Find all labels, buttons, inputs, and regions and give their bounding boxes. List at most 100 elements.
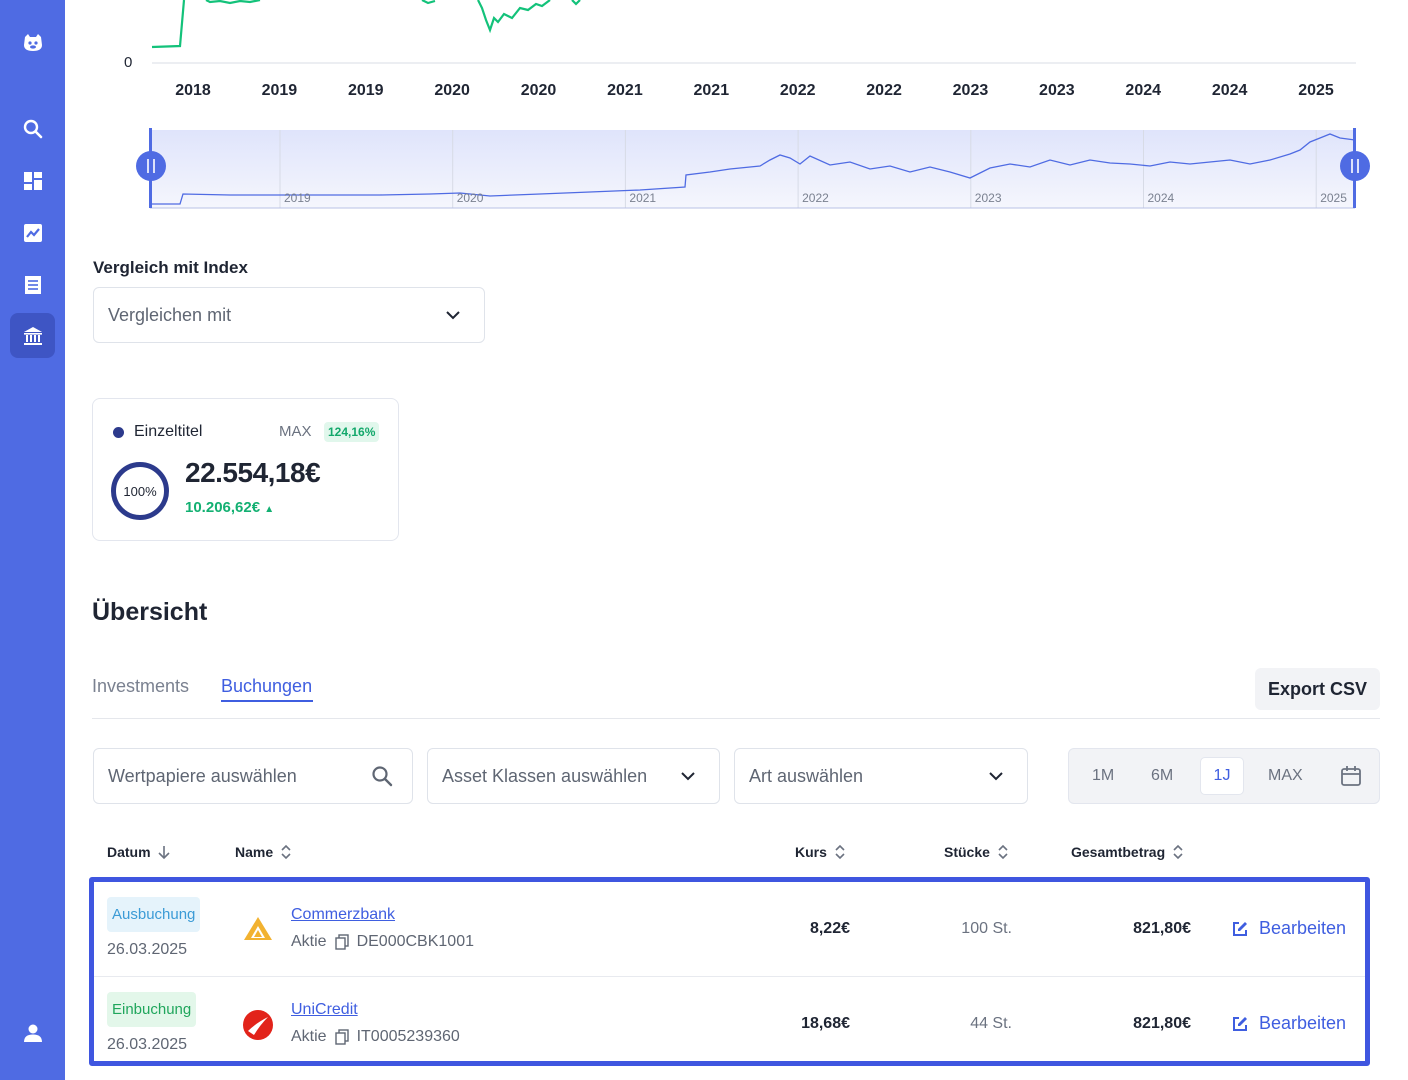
compare-placeholder: Vergleichen mit [108,304,232,325]
range-navigator[interactable]: 2019 2020 2021 2022 2023 2024 2025 [130,120,1380,215]
navigator-year-label: 2025 [1320,191,1347,205]
tabs-divider [92,718,1380,719]
x-axis-label: 2019 [348,82,384,99]
range-max[interactable]: MAX [1268,767,1303,784]
card-label: Einzeltitel [134,423,203,440]
row-price: 18,68€ [801,1015,850,1032]
securities-search-input[interactable]: Wertpapiere auswählen [93,748,413,804]
x-axis-label: 2020 [434,82,470,99]
sidebar [0,0,65,1080]
logo-icon[interactable] [10,20,55,65]
type-badge-in: Einbuchung [107,992,197,1027]
navigator-year-label: 2021 [629,191,656,205]
row-total: 821,80€ [1133,920,1191,937]
range-1j-label: 1J [1213,767,1231,784]
type-placeholder: Art auswählen [749,765,864,786]
sort-icon [1173,844,1183,860]
arrow-up-icon: ▲ [264,504,275,515]
range-1m[interactable]: 1M [1092,767,1115,784]
row-total: 821,80€ [1133,1015,1191,1032]
user-icon[interactable] [10,1010,55,1055]
x-axis-label: 2020 [521,82,557,99]
copy-icon[interactable] [334,934,349,950]
copy-icon[interactable] [334,1029,349,1045]
asset-class-placeholder: Asset Klassen auswählen [442,765,648,786]
commerzbank-logo-icon [244,917,272,940]
page-title: Übersicht [92,598,208,626]
x-axis-label: 2025 [1298,82,1334,99]
navigator-year-label: 2024 [1148,191,1175,205]
x-axis-label: 2021 [694,82,730,99]
row-price: 8,22€ [809,920,850,937]
portfolio-line-chart: 0 2018 2019 2019 2020 2020 2021 2021 2022 2022 20… [124,0,1356,99]
header-name-label: Name [235,844,274,860]
list-icon[interactable] [10,262,55,307]
calendar-icon[interactable] [1340,765,1362,787]
x-axis-label: 2023 [1039,82,1075,99]
y-axis-zero-label: 0 [124,54,132,71]
dashboard-icon[interactable] [10,158,55,203]
security-subline: Aktie DE000CBK1001 [291,933,474,951]
range-6m[interactable]: 6M [1151,767,1174,784]
security-link[interactable]: UniCredit [291,1001,358,1018]
tab-buchungen[interactable]: Buchungen [221,676,313,696]
header-shares-label: Stücke [944,844,990,860]
navigator-left-handle[interactable] [136,151,166,181]
row-date: 26.03.2025 [107,941,188,958]
share-value: 100% [123,483,157,499]
security-link[interactable]: Commerzbank [291,906,396,923]
range-1j[interactable]: 1J [1200,757,1244,795]
chevron-down-icon [681,772,695,781]
asset-type: Aktie [291,933,327,950]
arrow-down-icon [157,846,170,860]
selected-rows-highlight [89,877,1370,1066]
compare-label: Vergleich mit Index [93,258,248,277]
share-ring: 100% [111,462,169,520]
edit-label: Bearbeiten [1259,918,1347,938]
header-total[interactable]: Gesamtbetrag [1071,844,1185,860]
header-date[interactable]: Datum [107,844,171,860]
isin: DE000CBK1001 [356,933,474,950]
edit-button[interactable]: Bearbeiten [1231,918,1346,939]
bank-icon[interactable] [10,313,55,358]
search-icon[interactable] [10,106,55,151]
edit-label: Bearbeiten [1259,1013,1347,1033]
chevron-down-icon [446,311,460,320]
portfolio-value: 22.554,18€ [185,457,321,488]
chart-icon[interactable] [10,210,55,255]
gain-value: 10.206,62€ [185,499,261,516]
x-axis-label: 2023 [953,82,989,99]
x-axis-label: 2024 [1125,82,1161,99]
x-axis-label: 2021 [607,82,643,99]
edit-icon [1233,1016,1247,1031]
tab-investments[interactable]: Investments [92,676,190,696]
sort-icon [281,844,291,860]
navigator-year-label: 2023 [975,191,1002,205]
header-total-label: Gesamtbetrag [1071,844,1166,860]
header-shares[interactable]: Stücke [944,844,1010,860]
time-range-selector: 1M 6M 1J MAX [1068,748,1380,804]
header-name[interactable]: Name [235,844,293,860]
compare-index-select[interactable]: Vergleichen mit [93,287,485,343]
portfolio-summary-card[interactable]: Einzeltitel MAX 124,16% 100% 22.554,18€ … [92,398,399,541]
row-divider [94,976,1365,977]
x-axis-label: 2018 [175,82,211,99]
security-subline: Aktie IT0005239360 [291,1028,460,1046]
navigator-year-label: 2020 [457,191,484,205]
type-select[interactable]: Art auswählen [734,748,1028,804]
chevron-down-icon [989,772,1003,781]
performance-badge: 124,16% [324,422,380,442]
navigator-year-label: 2019 [284,191,311,205]
active-tab-indicator [221,700,313,702]
export-csv-button[interactable]: Export CSV [1255,668,1380,710]
x-axis-label: 2024 [1212,82,1248,99]
navigator-right-handle[interactable] [1340,151,1370,181]
edit-icon [1233,921,1247,936]
navigator-year-label: 2022 [802,191,829,205]
type-badge-out: Ausbuchung [107,897,201,932]
securities-placeholder: Wertpapiere auswählen [108,765,297,786]
header-price[interactable]: Kurs [795,844,847,860]
header-date-label: Datum [107,844,151,860]
edit-button[interactable]: Bearbeiten [1231,1013,1346,1034]
asset-class-select[interactable]: Asset Klassen auswählen [427,748,720,804]
